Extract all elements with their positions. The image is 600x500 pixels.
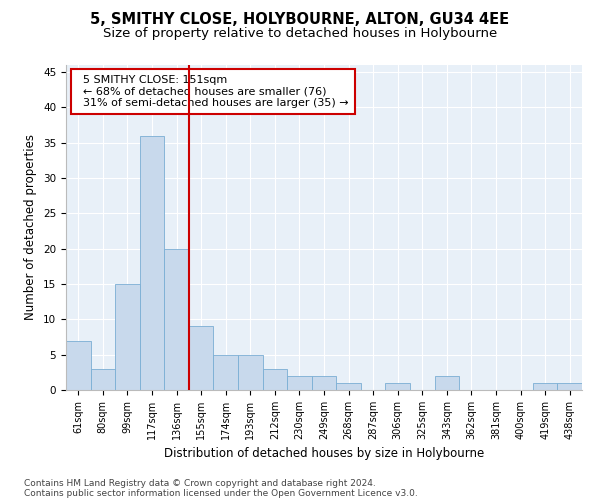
Bar — [214, 354, 238, 390]
Text: Size of property relative to detached houses in Holybourne: Size of property relative to detached ho… — [103, 28, 497, 40]
Bar — [287, 376, 312, 390]
Bar — [312, 376, 336, 390]
Bar — [115, 284, 140, 390]
Bar — [434, 376, 459, 390]
Bar — [164, 248, 189, 390]
Text: 5, SMITHY CLOSE, HOLYBOURNE, ALTON, GU34 4EE: 5, SMITHY CLOSE, HOLYBOURNE, ALTON, GU34… — [91, 12, 509, 28]
Bar — [140, 136, 164, 390]
X-axis label: Distribution of detached houses by size in Holybourne: Distribution of detached houses by size … — [164, 448, 484, 460]
Bar — [336, 383, 361, 390]
Bar — [263, 369, 287, 390]
Bar — [533, 383, 557, 390]
Text: Contains HM Land Registry data © Crown copyright and database right 2024.: Contains HM Land Registry data © Crown c… — [24, 478, 376, 488]
Text: 5 SMITHY CLOSE: 151sqm
  ← 68% of detached houses are smaller (76)
  31% of semi: 5 SMITHY CLOSE: 151sqm ← 68% of detached… — [76, 74, 349, 108]
Bar — [557, 383, 582, 390]
Bar — [385, 383, 410, 390]
Y-axis label: Number of detached properties: Number of detached properties — [25, 134, 37, 320]
Bar — [66, 340, 91, 390]
Text: Contains public sector information licensed under the Open Government Licence v3: Contains public sector information licen… — [24, 488, 418, 498]
Bar — [91, 369, 115, 390]
Bar — [189, 326, 214, 390]
Bar — [238, 354, 263, 390]
